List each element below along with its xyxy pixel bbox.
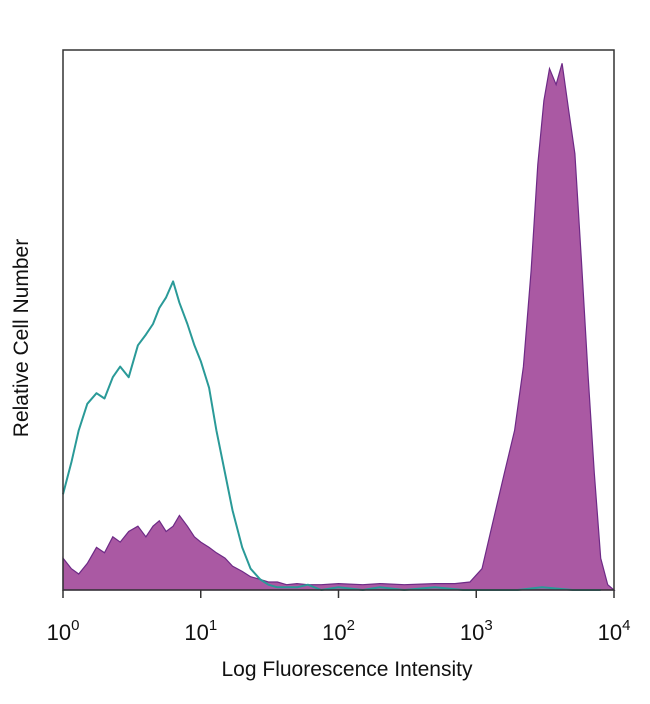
x-axis-ticks: 100 101 102 103 104 xyxy=(47,590,631,645)
series-layer xyxy=(62,63,616,591)
x-tick-label: 104 xyxy=(598,617,631,645)
y-axis-title: Relative Cell Number xyxy=(10,239,33,437)
x-axis-title: Log Fluorescence Intensity xyxy=(222,658,473,681)
x-tick-label: 103 xyxy=(460,617,493,645)
x-tick-label: 100 xyxy=(47,617,80,645)
histogram-filled-series xyxy=(62,63,616,591)
x-tick-label: 101 xyxy=(184,617,217,645)
x-tick-label: 102 xyxy=(322,617,355,645)
